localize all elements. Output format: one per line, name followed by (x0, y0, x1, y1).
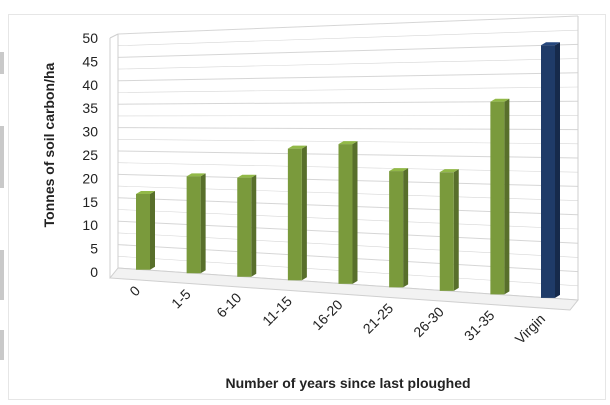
bar-side (403, 168, 409, 288)
bars (136, 42, 560, 298)
bar-front (186, 176, 201, 274)
x-tick-label: 6-10 (213, 289, 244, 320)
bar-front (136, 193, 150, 270)
bar (490, 98, 510, 295)
bar-side (504, 98, 510, 295)
x-tick-label: 1-5 (168, 286, 194, 312)
bar-side (555, 42, 560, 298)
bar-front (338, 144, 353, 284)
bar (287, 145, 307, 281)
bar-top (439, 169, 459, 173)
bar-top (338, 141, 358, 145)
bar-side (150, 190, 155, 270)
y-tick-label: 30 (82, 124, 98, 140)
grid-line (117, 72, 579, 82)
y-tick-label: 35 (82, 100, 98, 116)
bar-side (352, 141, 358, 284)
left-edge-mark (0, 52, 4, 74)
bar-front (439, 172, 454, 291)
x-tick-label: Virgin (512, 311, 548, 347)
x-tick-label: 0 (126, 282, 143, 299)
chart-floor (109, 267, 579, 311)
bar-top (186, 173, 206, 177)
chart-frame (8, 14, 606, 400)
left-edge-mark (0, 250, 4, 300)
y-tick-label: 45 (82, 53, 98, 69)
grid-line (117, 86, 579, 93)
bar-front (490, 101, 505, 295)
bar (439, 169, 459, 291)
x-tick-label: 31-35 (461, 307, 498, 344)
y-tick-label: 0 (90, 264, 98, 280)
bar-front (287, 148, 302, 281)
bar (237, 174, 257, 277)
bar-side (453, 169, 459, 291)
bar-front (389, 171, 404, 288)
bar-side (301, 145, 307, 281)
y-axis-ticks: 0 5 10 15 20 25 30 35 40 45 50 (82, 30, 98, 280)
bar-top (490, 98, 510, 102)
x-axis-title: Number of years since last ploughed (225, 375, 470, 391)
grid-line (117, 43, 579, 58)
grid-line (117, 58, 579, 70)
y-tick-label: 10 (82, 217, 98, 233)
y-tick-label: 40 (82, 77, 98, 93)
side-wall-line (109, 33, 119, 39)
left-edge-mark (0, 330, 4, 360)
x-tick-label: 11-15 (259, 293, 295, 329)
left-edge-mark (0, 126, 4, 188)
grid-line (117, 15, 579, 35)
bar-top (389, 168, 409, 172)
grid-line (117, 29, 579, 46)
bar-top (287, 145, 307, 149)
bar-top (237, 174, 257, 178)
bar (136, 190, 155, 270)
y-tick-label: 15 (82, 194, 98, 210)
bar-side (200, 173, 206, 274)
x-tick-label: 26-30 (410, 303, 447, 340)
bar (389, 168, 409, 288)
x-tick-label: 21-25 (360, 300, 397, 337)
y-tick-label: 20 (82, 170, 98, 186)
bar-top (541, 42, 560, 46)
chart-walls (109, 16, 579, 311)
y-tick-label: 25 (82, 147, 98, 163)
bar (186, 173, 206, 274)
y-axis-title: Tonnes of soil carbon/ha (41, 62, 57, 227)
bar-front (541, 45, 555, 298)
x-tick-label: 16-20 (309, 296, 346, 333)
bar-front (237, 177, 252, 277)
bar (338, 141, 358, 284)
bar-side (251, 174, 257, 277)
bar (541, 42, 560, 298)
y-tick-label: 5 (90, 241, 98, 257)
y-tick-label: 50 (82, 30, 98, 46)
bar-top (136, 190, 155, 194)
